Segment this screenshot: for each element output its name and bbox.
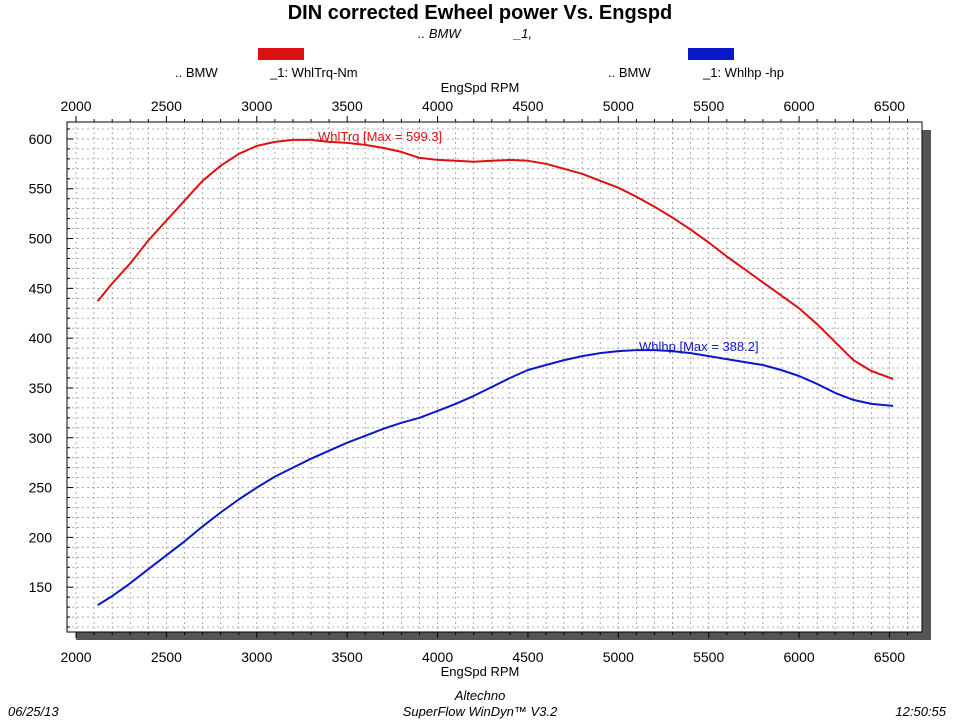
x-tick-label-top: 3500 [332,98,363,114]
x-tick-label-top: 2500 [151,98,182,114]
subtitle-make: .. BMW [418,26,461,41]
chart-legend: .. BMW _1: WhlTrq-Nm .. BMW _1: Whlhp -h… [0,48,960,84]
bottom-axis-title: EngSpd RPM [440,664,520,679]
y-tick-label: 450 [29,280,53,296]
x-tick-label-top: 5500 [693,98,724,114]
x-tick-label-top: 6000 [784,98,815,114]
legend-swatch-hp [688,48,734,60]
x-tick-label-bottom: 5500 [693,649,724,665]
x-tick-label-bottom: 3500 [332,649,363,665]
x-tick-label-bottom: 2000 [60,649,91,665]
x-tick-label-bottom: 4500 [512,649,543,665]
y-tick-label: 200 [29,529,53,545]
subtitle-run: _1, [514,26,533,41]
chart-title: DIN corrected Ewheel power Vs. Engspd [287,2,673,24]
y-tick-label: 400 [29,330,53,346]
series-annotation-hp: Whlhp [Max = 388.2] [639,339,759,354]
y-tick-label: 500 [29,231,53,247]
y-tick-label: 250 [29,480,53,496]
footer-company: Altechno [454,688,506,703]
y-tick-label: 600 [29,131,53,147]
x-tick-label-top: 5000 [603,98,634,114]
chart-subtitle: .. BMW _1, [0,26,960,42]
x-tick-label-top: 3000 [241,98,272,114]
x-tick-label-bottom: 5000 [603,649,634,665]
x-tick-label-bottom: 3000 [241,649,272,665]
legend-label-hp: _1: Whlhp -hp [703,65,784,80]
x-tick-label-bottom: 6500 [874,649,905,665]
y-tick-label: 350 [29,380,53,396]
x-tick-label-top: 4500 [512,98,543,114]
legend-make-torque: .. BMW [175,65,218,80]
y-tick-label: 550 [29,181,53,197]
series-line-torque [96,138,894,380]
x-tick-label-top: 4000 [422,98,453,114]
legend-swatch-torque [258,48,304,60]
top-axis-title: EngSpd RPM [440,80,520,95]
x-tick-label-bottom: 6000 [784,649,815,665]
plot-area [66,121,923,633]
x-tick-label-top: 6500 [874,98,905,114]
y-tick-label: 300 [29,430,53,446]
series-line-hp [97,349,894,606]
footer-time: 12:50:55 [895,704,946,719]
x-tick-label-bottom: 4000 [422,649,453,665]
legend-make-hp: .. BMW [608,65,651,80]
series-annotation-torque: WhlTrq [Max = 599.3] [318,129,442,144]
legend-label-torque: _1: WhlTrq-Nm [270,65,358,80]
y-tick-label: 150 [29,579,53,595]
x-tick-label-top: 2000 [60,98,91,114]
footer-software: SuperFlow WinDyn™ V3.2 [402,704,558,719]
footer-date: 06/25/13 [8,704,59,719]
x-tick-label-bottom: 2500 [151,649,182,665]
